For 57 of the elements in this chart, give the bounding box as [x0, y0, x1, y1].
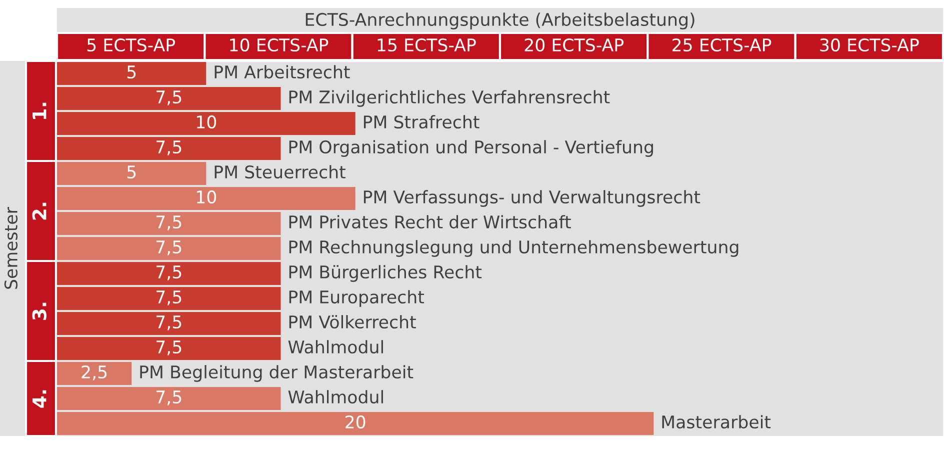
y-tick-label: PM Bürgerliches Recht	[289, 265, 482, 282]
bar	[57, 112, 356, 135]
y-tick-label: Masterarbeit	[662, 415, 771, 429]
bar	[57, 162, 206, 185]
data-label: 7,5	[156, 340, 182, 356]
data-label: 7,5	[156, 240, 182, 256]
text: 2.	[32, 202, 46, 220]
bar	[57, 337, 281, 360]
data-label: 7,5	[156, 390, 182, 406]
bar	[57, 287, 281, 310]
y-tick-label: Wahlmodul	[288, 340, 383, 354]
data-label: 20	[346, 415, 366, 429]
y-tick-label: Wahlmodul	[288, 390, 383, 404]
y-axis-title: Semester	[4, 207, 18, 289]
text: 30 ECTS-AP	[820, 38, 919, 52]
text: 1.	[32, 102, 46, 119]
bar	[57, 62, 206, 85]
bar	[57, 87, 281, 110]
y-tick-label: PM Europarecht	[289, 290, 424, 307]
bar	[57, 187, 356, 210]
bar	[57, 387, 281, 410]
bar	[57, 262, 281, 285]
text: 10 ECTS-AP	[230, 38, 328, 52]
bar	[57, 362, 132, 385]
data-label: 7,5	[156, 216, 182, 230]
y-tick-label: PM Begleitung der Masterarbeit	[140, 365, 414, 382]
data-label: 7,5	[156, 140, 182, 156]
bar	[57, 412, 654, 435]
data-label: 2,5	[82, 365, 107, 380]
data-label: 5	[127, 66, 136, 79]
data-label: 7,5	[156, 290, 182, 306]
y-tick-label: PM Zivilgerichtliches Verfahrensrecht	[289, 90, 610, 107]
text: 4.	[32, 390, 46, 408]
y-tick-label: PM Privates Recht der Wirtschaft	[289, 215, 571, 229]
bar	[57, 237, 281, 260]
data-label: 7,5	[156, 316, 182, 330]
y-tick-label: PM Verfassungs- und Verwaltungsrecht	[364, 190, 700, 207]
text: 15 ECTS-AP	[378, 38, 476, 52]
y-tick-label: PM Arbeitsrecht	[214, 65, 350, 79]
y-tick-label: PM Strafrecht	[364, 115, 480, 129]
y-tick-label: PM Steuerrecht	[214, 165, 346, 179]
data-label: 10	[197, 115, 216, 129]
bar	[57, 312, 281, 335]
bar	[57, 212, 281, 235]
text: 25 ECTS-AP	[672, 38, 772, 52]
text: 5 ECTS-AP	[87, 38, 175, 52]
data-label: 10	[197, 190, 216, 204]
data-label: 7,5	[156, 90, 182, 106]
bar	[57, 137, 281, 160]
text: 3.	[32, 302, 46, 320]
data-label: 7,5	[156, 266, 182, 280]
y-tick-label: PM Rechnungslegung und Unternehmensbewertung	[289, 240, 738, 257]
y-tick-label: PM Völkerrecht	[289, 315, 416, 329]
data-label: 5	[127, 166, 136, 179]
text: 20 ECTS-AP	[524, 38, 624, 52]
y-tick-label: PM Organisation und Personal - Vertiefung	[289, 140, 653, 157]
x-axis-title: ECTS-Anrechnungspunkte (Arbeitsbelastung)	[306, 12, 694, 30]
